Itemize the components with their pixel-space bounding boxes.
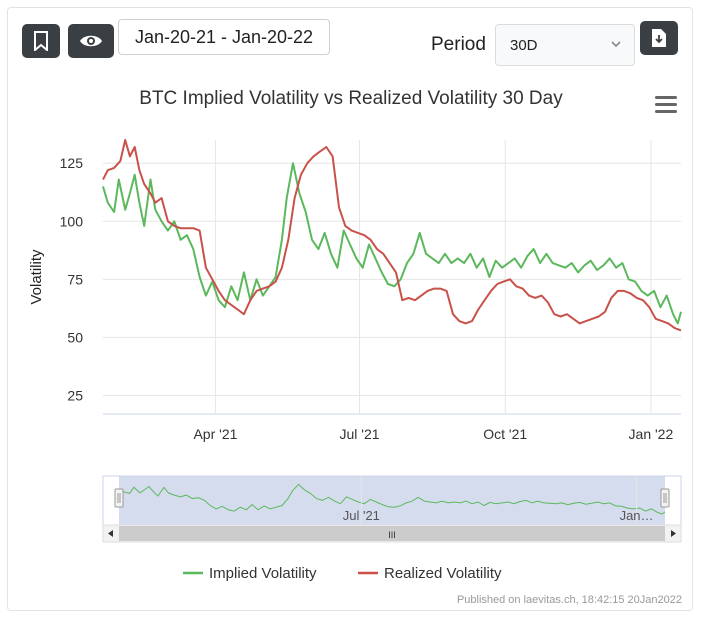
bookmark-button[interactable] bbox=[22, 24, 60, 58]
chart-menu-icon[interactable] bbox=[655, 96, 677, 114]
chevron-down-icon bbox=[611, 41, 621, 48]
bookmark-icon bbox=[34, 31, 48, 51]
download-button[interactable] bbox=[640, 21, 678, 55]
date-range-picker[interactable]: Jan-20-21 - Jan-20-22 bbox=[118, 19, 330, 55]
eye-icon bbox=[80, 35, 102, 47]
download-icon bbox=[652, 29, 666, 47]
period-label: Period bbox=[431, 34, 486, 55]
published-footer: Published on laevitas.ch, 18:42:15 20Jan… bbox=[456, 594, 682, 606]
period-value: 30D bbox=[510, 36, 538, 54]
chart-title: BTC Implied Volatility vs Realized Volat… bbox=[139, 88, 563, 109]
period-select[interactable]: 30D bbox=[495, 24, 635, 66]
view-toggle-button[interactable] bbox=[68, 24, 114, 58]
date-range-label: Jan-20-21 - Jan-20-22 bbox=[134, 26, 314, 47]
